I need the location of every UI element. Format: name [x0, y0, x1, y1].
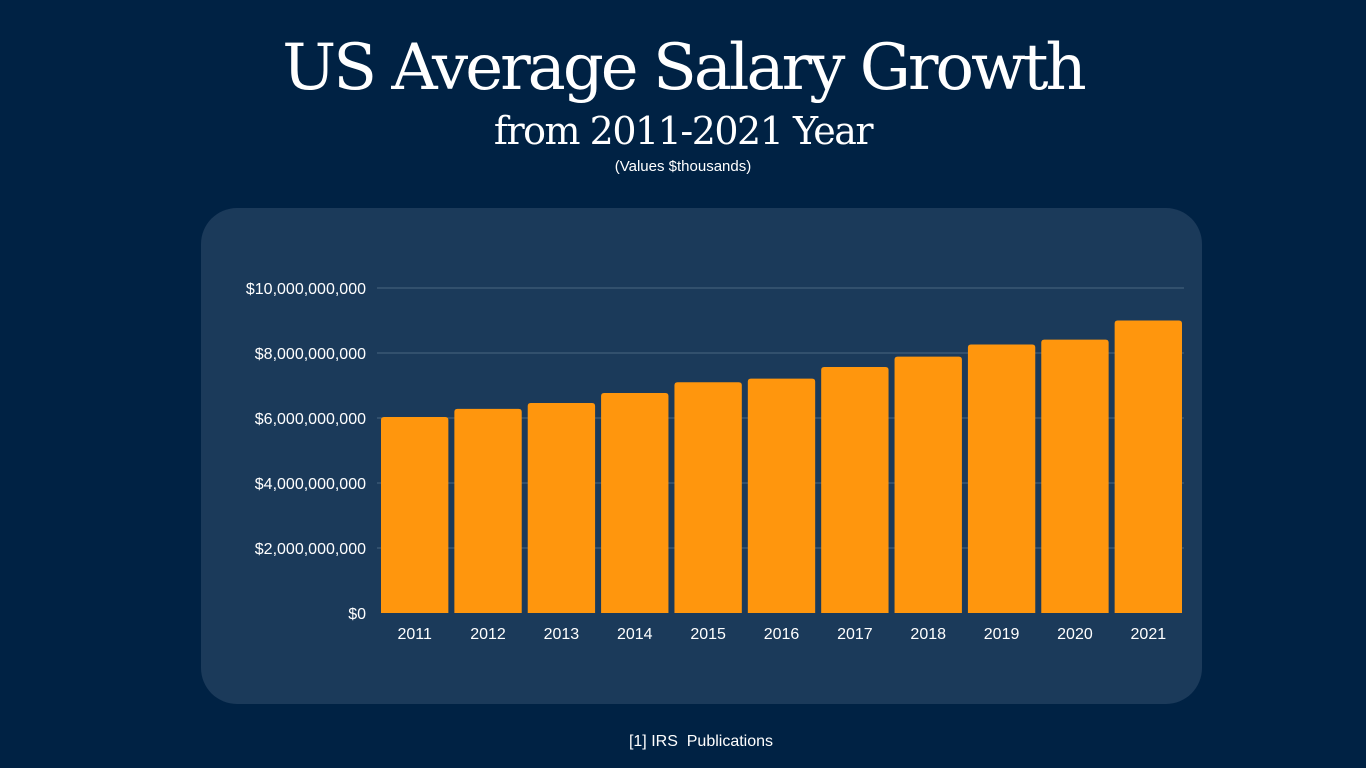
bar-2011 — [381, 417, 449, 613]
bar-2012 — [454, 408, 522, 613]
chart-title: US Average Salary Growth — [282, 31, 1086, 105]
bar-2016 — [747, 378, 816, 613]
units-note: (Values $thousands) — [614, 158, 752, 175]
y-tick-label: $4,000,000,000 — [255, 476, 366, 493]
source-footer: [1] IRS Publications — [0, 733, 1366, 751]
y-tick-label: $2,000,000,000 — [255, 541, 366, 558]
x-tick-label: 2012 — [470, 626, 506, 643]
x-tick-label: 2014 — [617, 626, 653, 643]
bar-2018 — [894, 356, 962, 613]
chart-subtitle: from 2011-2021 Year — [493, 109, 874, 153]
x-tick-label: 2020 — [1057, 626, 1093, 643]
x-tick-label: 2021 — [1131, 626, 1167, 643]
bar-2014 — [601, 392, 669, 613]
y-tick-label: $0 — [348, 606, 366, 623]
x-tick-label: 2017 — [837, 626, 873, 643]
bar-2015 — [674, 382, 742, 613]
bar-2021 — [1114, 320, 1182, 613]
x-tick-label: 2015 — [690, 626, 726, 643]
x-tick-label: 2016 — [764, 626, 800, 643]
bar-2013 — [527, 403, 596, 613]
y-tick-label: $10,000,000,000 — [246, 281, 366, 298]
source-citation: [1] IRS Publications — [628, 733, 774, 750]
bar-2019 — [967, 344, 1036, 613]
y-tick-label: $6,000,000,000 — [255, 411, 366, 428]
x-tick-label: 2019 — [984, 626, 1020, 643]
bar-chart: $0 $2,000,000,000 $4,000,000,000 $6,000,000… — [246, 281, 1184, 643]
x-tick-label: 2013 — [544, 626, 580, 643]
chart-panel: $0 $2,000,000,000 $4,000,000,000 $6,000,000… — [201, 208, 1202, 704]
x-tick-label: 2011 — [397, 626, 432, 643]
bar-2017 — [821, 366, 889, 613]
bar-2020 — [1041, 339, 1109, 613]
x-tick-label: 2018 — [910, 626, 946, 643]
y-tick-label: $8,000,000,000 — [255, 346, 366, 363]
